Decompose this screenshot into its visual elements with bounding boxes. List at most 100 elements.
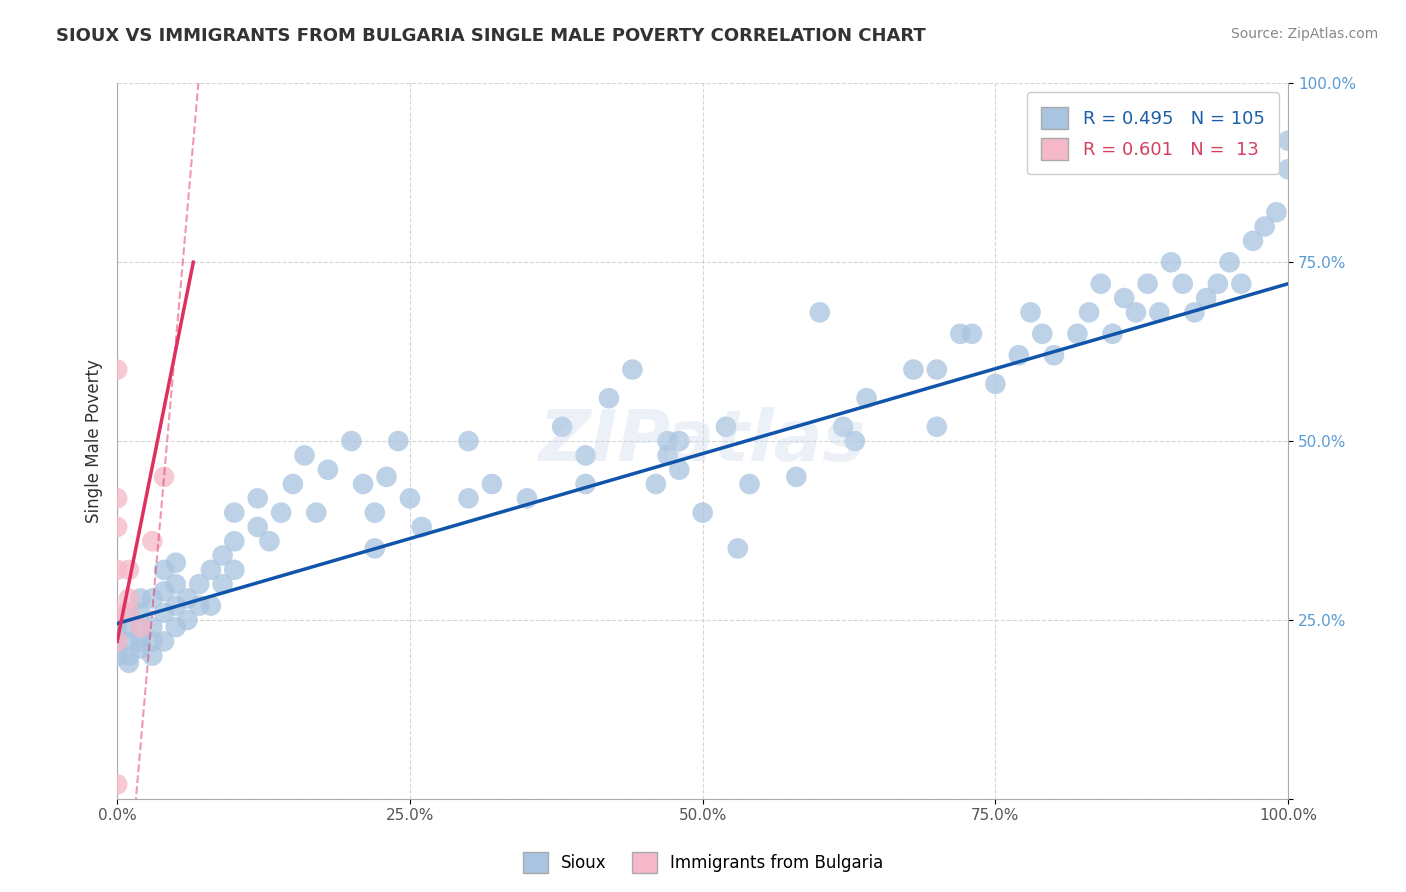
Point [1043, 348, 1066, 362]
Point [165, 620, 187, 634]
Point [1277, 162, 1299, 177]
Point [668, 463, 690, 477]
Point [903, 362, 925, 376]
Legend: R = 0.495   N = 105, R = 0.601   N =  13: R = 0.495 N = 105, R = 0.601 N = 13 [1026, 93, 1279, 175]
Point [1136, 277, 1159, 291]
Point [118, 606, 141, 620]
Point [1277, 134, 1299, 148]
Point [984, 376, 1007, 391]
Point [224, 506, 246, 520]
Point [598, 391, 620, 405]
Point [281, 477, 304, 491]
Point [141, 591, 163, 606]
Point [105, 648, 128, 663]
Point [118, 563, 141, 577]
Point [1066, 326, 1088, 341]
Point [1171, 277, 1194, 291]
Point [1125, 305, 1147, 319]
Point [105, 777, 128, 791]
Point [375, 470, 398, 484]
Point [141, 534, 163, 549]
Point [1008, 348, 1031, 362]
Point [1219, 255, 1241, 269]
Point [551, 419, 574, 434]
Point [153, 634, 176, 648]
Point [644, 477, 666, 491]
Point [118, 591, 141, 606]
Point [516, 491, 538, 506]
Point [844, 434, 866, 449]
Legend: Sioux, Immigrants from Bulgaria: Sioux, Immigrants from Bulgaria [516, 846, 890, 880]
Point [1160, 255, 1182, 269]
Point [246, 520, 269, 534]
Point [960, 326, 983, 341]
Point [1101, 326, 1123, 341]
Point [1241, 234, 1264, 248]
Point [1114, 291, 1136, 305]
Point [188, 599, 211, 613]
Text: ZIPatlas: ZIPatlas [538, 407, 866, 475]
Point [105, 620, 128, 634]
Point [340, 434, 363, 449]
Point [714, 419, 737, 434]
Point [118, 606, 141, 620]
Point [141, 648, 163, 663]
Point [1149, 305, 1171, 319]
Point [1195, 291, 1218, 305]
Point [364, 506, 387, 520]
Point [925, 419, 948, 434]
Point [1230, 277, 1253, 291]
Point [118, 620, 141, 634]
Point [129, 634, 152, 648]
Point [481, 477, 503, 491]
Point [211, 549, 233, 563]
Point [692, 506, 714, 520]
Point [738, 477, 761, 491]
Point [621, 362, 644, 376]
Point [224, 534, 246, 549]
Point [118, 648, 141, 663]
Point [411, 520, 433, 534]
Point [165, 599, 187, 613]
Point [1090, 277, 1112, 291]
Point [105, 520, 128, 534]
Point [1254, 219, 1277, 234]
Point [176, 613, 198, 627]
Point [1031, 326, 1053, 341]
Point [153, 563, 176, 577]
Point [387, 434, 409, 449]
Point [399, 491, 422, 506]
Text: Source: ZipAtlas.com: Source: ZipAtlas.com [1230, 27, 1378, 41]
Point [808, 305, 831, 319]
Point [129, 641, 152, 656]
Point [118, 656, 141, 670]
Point [224, 563, 246, 577]
Point [668, 434, 690, 449]
Point [105, 634, 128, 648]
Point [457, 434, 479, 449]
Point [925, 362, 948, 376]
Point [129, 591, 152, 606]
Point [246, 491, 269, 506]
Point [200, 563, 222, 577]
Point [574, 477, 596, 491]
Point [305, 506, 328, 520]
Point [129, 606, 152, 620]
Point [176, 591, 198, 606]
Point [105, 634, 128, 648]
Point [1265, 205, 1288, 219]
Point [855, 391, 877, 405]
Text: SIOUX VS IMMIGRANTS FROM BULGARIA SINGLE MALE POVERTY CORRELATION CHART: SIOUX VS IMMIGRANTS FROM BULGARIA SINGLE… [56, 27, 927, 45]
Point [165, 556, 187, 570]
Point [259, 534, 281, 549]
Point [1184, 305, 1206, 319]
Point [211, 577, 233, 591]
Point [1078, 305, 1101, 319]
Point [657, 449, 679, 463]
Point [153, 470, 176, 484]
Point [364, 541, 387, 556]
Point [188, 577, 211, 591]
Point [105, 606, 128, 620]
Point [105, 563, 128, 577]
Point [352, 477, 374, 491]
